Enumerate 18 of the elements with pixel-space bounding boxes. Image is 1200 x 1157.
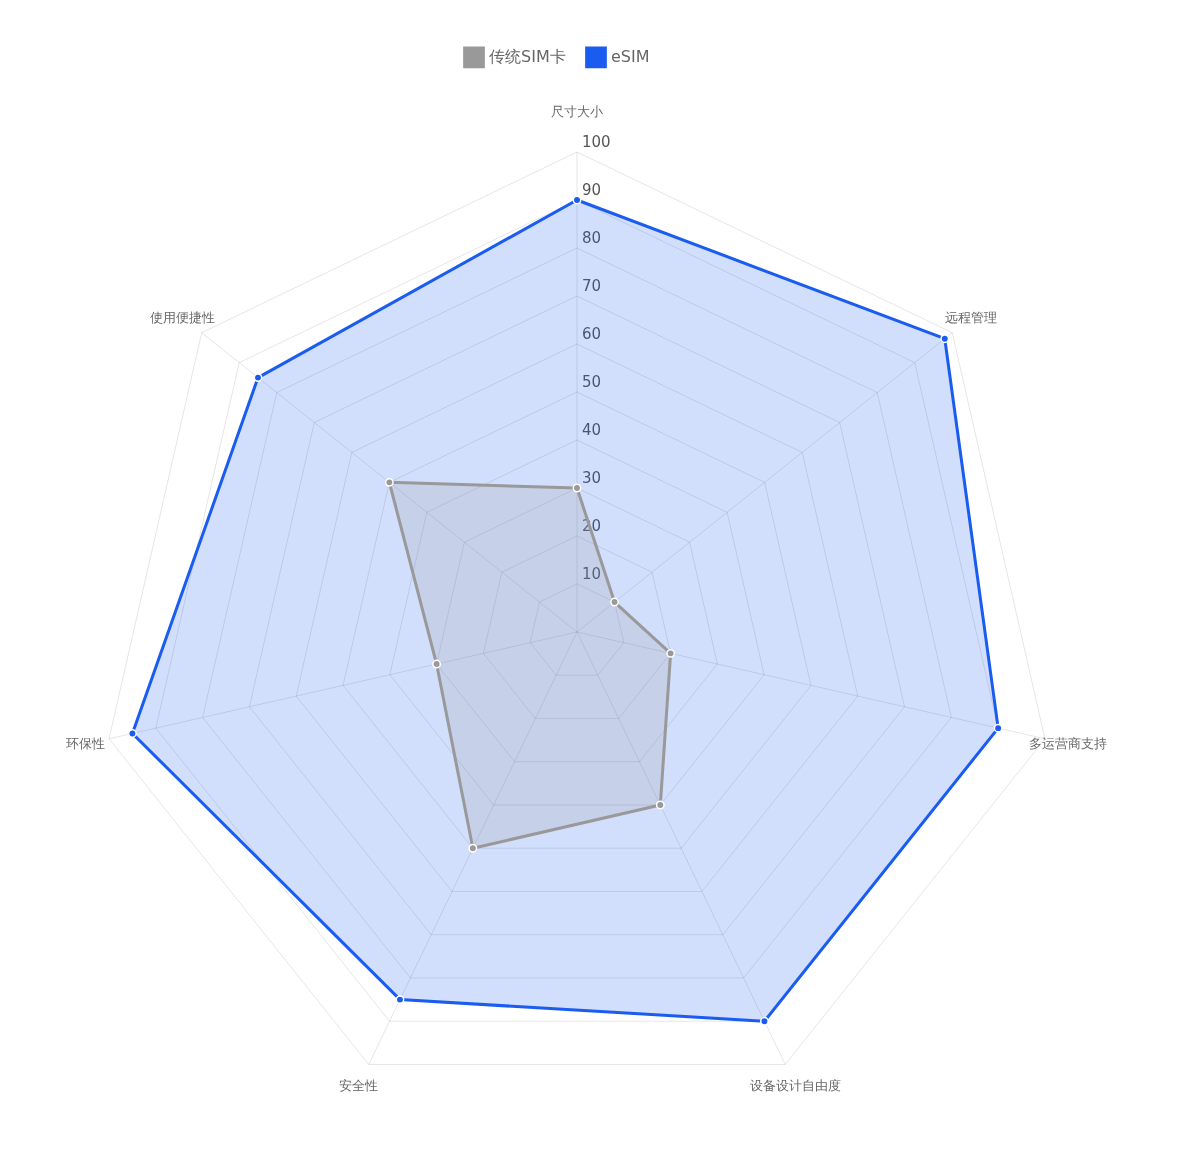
spoke-label: 远程管理 bbox=[945, 309, 998, 325]
y-tick-label: 100 bbox=[582, 133, 611, 151]
legend-label: 传统SIM卡 bbox=[489, 47, 566, 67]
spoke-label: 环保性 bbox=[66, 736, 106, 752]
y-tick-label: 40 bbox=[582, 421, 602, 439]
y-tick-label: 30 bbox=[582, 469, 602, 487]
y-tick-label: 50 bbox=[582, 373, 602, 391]
spoke-label: 设备设计自由度 bbox=[750, 1078, 842, 1094]
y-tick-label: 80 bbox=[582, 229, 602, 247]
spoke-label: 安全性 bbox=[338, 1078, 378, 1094]
legend-label: eSIM bbox=[611, 47, 650, 67]
y-tick-label: 70 bbox=[582, 277, 602, 295]
y-tick-label: 10 bbox=[582, 565, 602, 583]
y-tick-label: 90 bbox=[582, 181, 602, 199]
y-tick-label: 60 bbox=[582, 325, 602, 343]
spoke-label: 使用便捷性 bbox=[150, 309, 216, 325]
spoke-label: 多运营商支持 bbox=[1029, 736, 1108, 752]
spoke-label: 尺寸大小 bbox=[551, 104, 603, 119]
